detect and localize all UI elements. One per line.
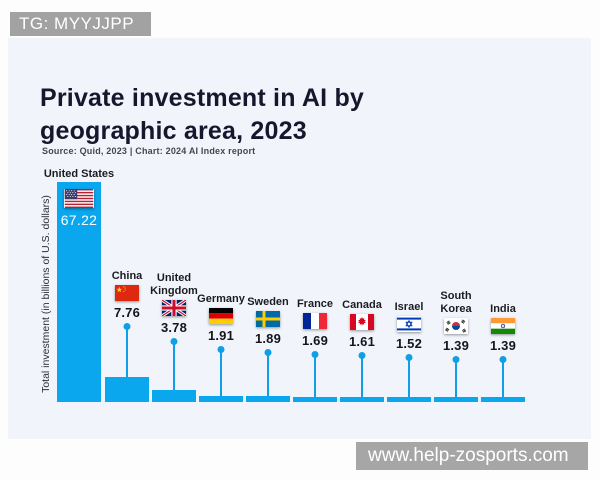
bar-label: United Kingdom 3.78 <box>145 272 203 335</box>
leader-line <box>455 359 457 397</box>
flag-slot <box>145 300 203 316</box>
leader-line <box>126 326 128 377</box>
bar-column-se: Sweden 1.89 <box>246 38 290 439</box>
watermark-bottom: www.help-zosports.com <box>356 442 588 470</box>
flag-slot <box>380 316 438 332</box>
bar-label: India 1.39 <box>474 303 532 354</box>
plot-area: United States 67.22 <box>8 38 591 439</box>
country-name: India <box>490 302 516 315</box>
country-name: Israel <box>394 300 424 313</box>
flag-slot <box>427 318 485 334</box>
bar-il <box>387 396 431 402</box>
flag-slot <box>98 285 156 301</box>
chart-title-line-1: Private investment in AI by <box>40 84 365 112</box>
value-label: 1.91 <box>207 328 235 343</box>
bar-us: 67.22 <box>57 182 101 402</box>
bar-label: South Korea 1.39 <box>427 290 485 353</box>
bar-label: Israel 1.52 <box>380 301 438 352</box>
bar-column-il: Israel 1.52 <box>387 38 431 439</box>
bar-column-fr: France 1.69 <box>293 38 337 439</box>
bar-column-us: United States 67.22 <box>44 38 114 439</box>
leader-dot <box>499 356 507 363</box>
france-flag-icon <box>303 313 327 329</box>
country-name: South Korea <box>440 290 472 315</box>
value-label: 1.89 <box>254 331 282 346</box>
country-name: France <box>296 297 334 310</box>
bar-column-kr: South Korea 1.39 <box>434 38 478 439</box>
germany-flag-icon <box>209 308 233 324</box>
bar-label: Canada 1.61 <box>333 299 391 350</box>
leader-line <box>408 357 410 397</box>
leader-dot <box>123 323 131 330</box>
bar-label: United States <box>33 168 125 181</box>
leader-dot <box>358 352 366 359</box>
bar-de <box>199 395 243 402</box>
bar-kr <box>434 396 478 402</box>
bar-column-ca: Canada 1.61 <box>340 38 384 439</box>
leader-line <box>220 349 222 396</box>
bar-in <box>481 396 525 402</box>
flag-slot <box>239 311 297 327</box>
leader-dot <box>405 354 413 361</box>
bar-column-uk: United Kingdom 3.78 <box>150 38 198 439</box>
leader-dot <box>311 351 319 358</box>
south-korea-flag-icon <box>444 318 468 334</box>
value-label: 3.78 <box>160 320 188 335</box>
country-name: United States <box>43 167 115 180</box>
leader-dot <box>264 349 272 356</box>
chart-title-line-2: geographic area, 2023 <box>40 117 307 145</box>
united-states-flag-icon <box>64 189 94 208</box>
value-label: 1.69 <box>301 333 329 348</box>
country-name: United Kingdom <box>150 272 198 297</box>
united-kingdom-flag-icon <box>162 300 186 316</box>
flag-slot <box>474 318 532 334</box>
chart-title: Private investment in AI by geographic ar… <box>40 82 364 148</box>
bar-column-de: Germany 1.91 <box>197 38 245 439</box>
bar-label: France 1.69 <box>286 298 344 349</box>
bar-ca <box>340 396 384 402</box>
country-name: Germany <box>197 292 245 305</box>
flag-slot <box>192 308 250 324</box>
bar-fr <box>293 396 337 402</box>
flag-slot <box>333 314 391 330</box>
flag-slot <box>286 313 344 329</box>
leader-line <box>267 352 269 396</box>
leader-line <box>314 354 316 397</box>
value-label: 67.22 <box>60 212 98 228</box>
india-flag-icon <box>491 318 515 334</box>
bar-se <box>246 395 290 402</box>
value-label: 1.52 <box>395 336 423 351</box>
leader-dot <box>170 338 178 345</box>
leader-line <box>173 341 175 390</box>
leader-dot <box>217 346 225 353</box>
chart-source-note: Source: Quid, 2023 | Chart: 2024 AI Inde… <box>42 146 256 156</box>
leader-line <box>361 355 363 397</box>
bar-column-cn: China 7.76 <box>105 38 149 439</box>
value-label: 7.76 <box>113 305 141 320</box>
leader-dot <box>452 356 460 363</box>
leader-line <box>502 359 504 397</box>
bar-label: Sweden 1.89 <box>239 296 297 347</box>
canada-flag-icon <box>350 314 374 330</box>
sweden-flag-icon <box>256 311 280 327</box>
bar-cn <box>105 376 149 402</box>
value-label: 1.61 <box>348 334 376 349</box>
bar-column-in: India 1.39 <box>481 38 525 439</box>
china-flag-icon <box>115 285 139 301</box>
country-name: China <box>111 269 143 282</box>
chart-panel: Private investment in AI by geographic ar… <box>8 38 591 439</box>
bar-label: Germany 1.91 <box>192 293 250 344</box>
country-name: Sweden <box>247 295 289 308</box>
bar-label: China 7.76 <box>98 270 156 321</box>
country-name: Canada <box>342 298 382 311</box>
value-label: 1.39 <box>489 338 517 353</box>
value-label: 1.39 <box>442 338 470 353</box>
watermark-top: TG: MYYJJPP <box>10 12 151 36</box>
bar-uk <box>152 389 196 402</box>
israel-flag-icon <box>397 316 421 332</box>
